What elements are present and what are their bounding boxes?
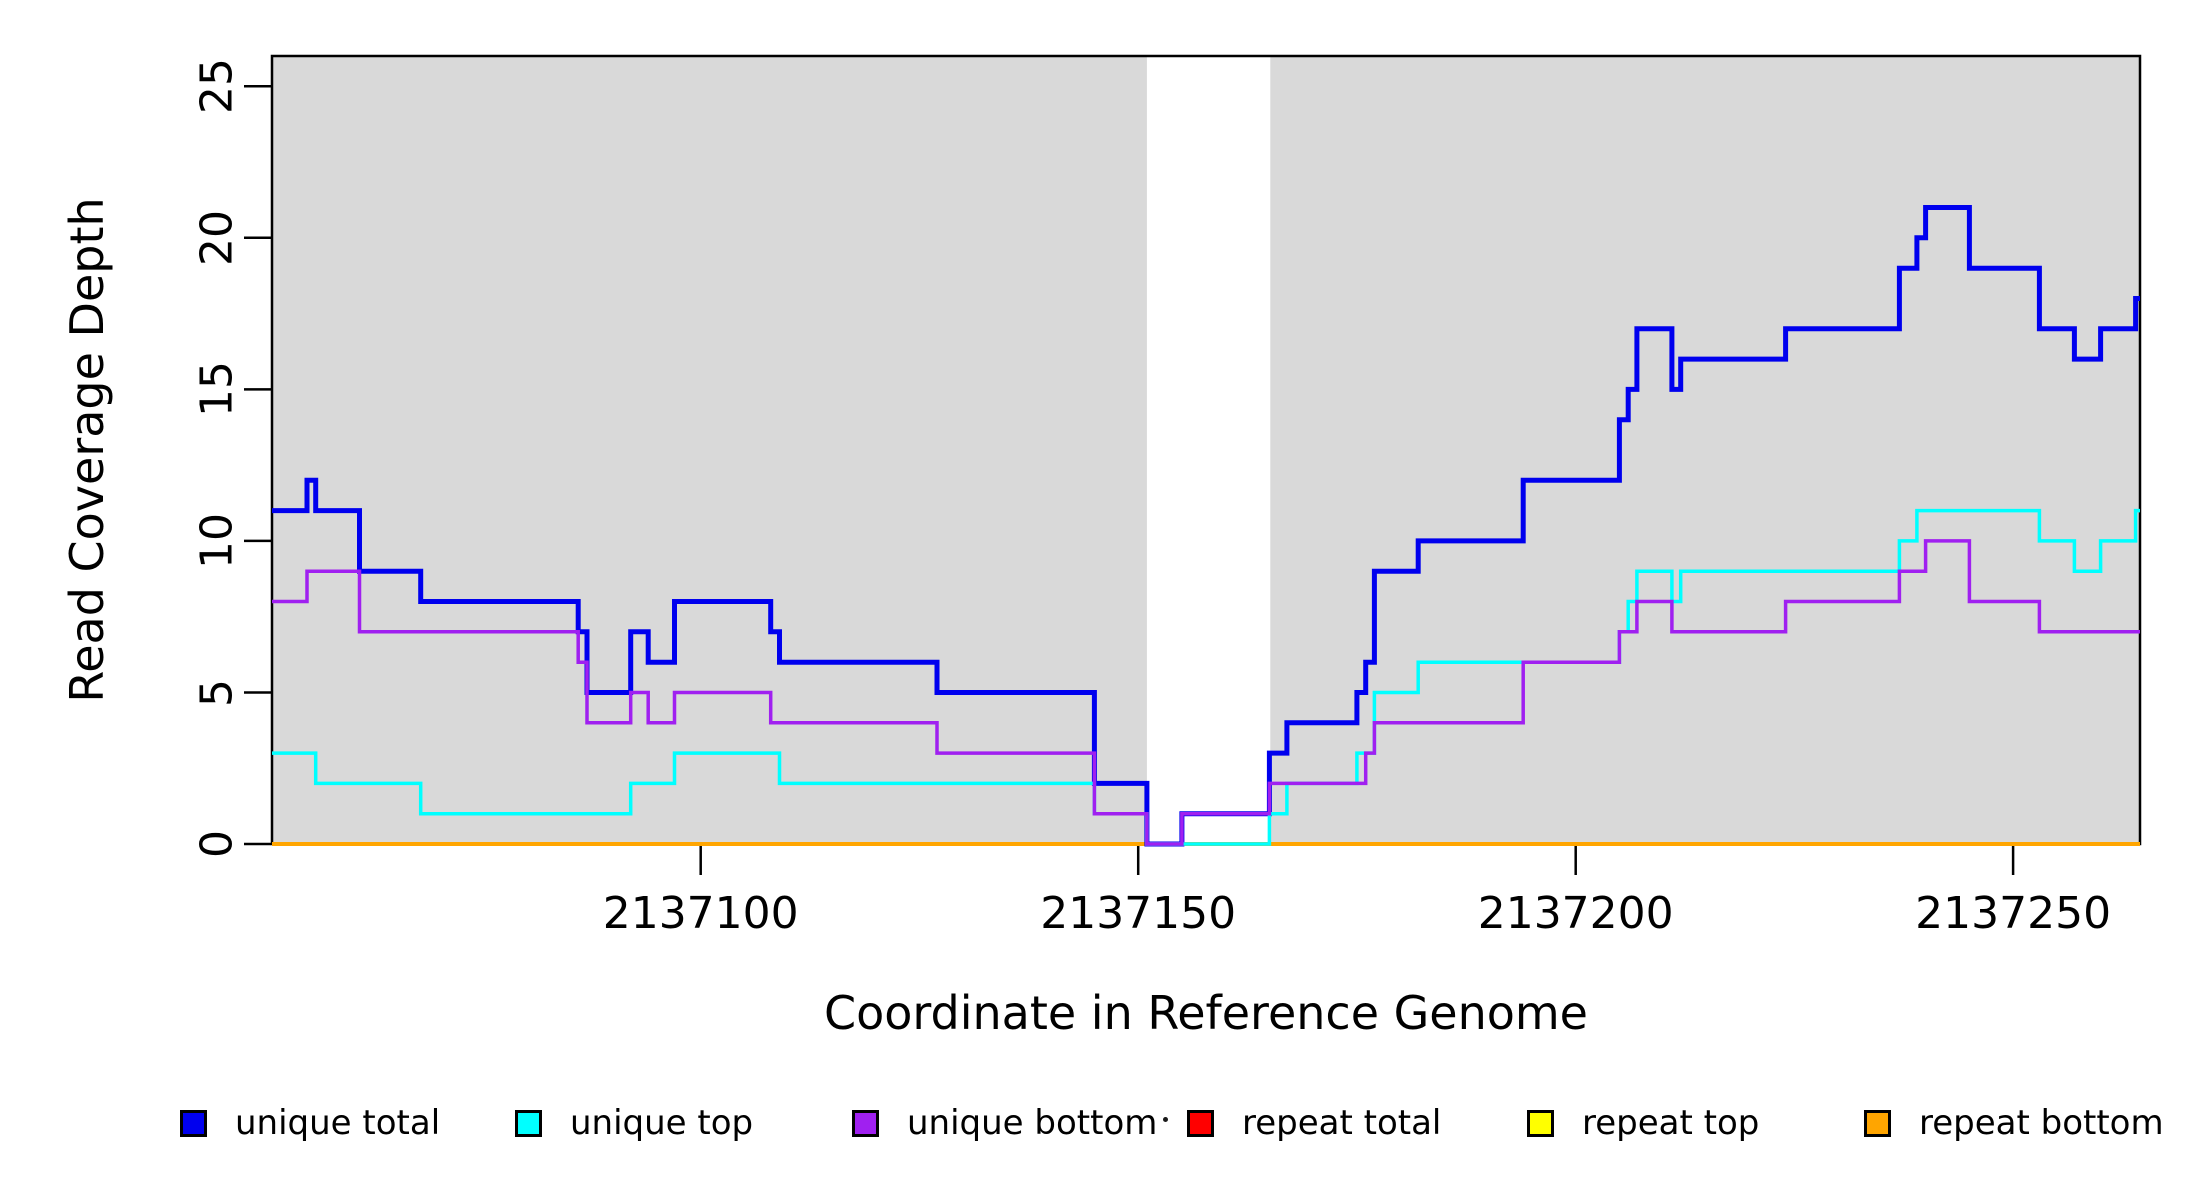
legend-label: repeat top [1582, 1103, 1760, 1143]
legend-swatch-icon [515, 1109, 542, 1137]
legend-swatch-icon [1187, 1109, 1214, 1137]
x-tick-label: 2137200 [1477, 888, 1674, 939]
y-tick-label: 20 [191, 209, 243, 266]
x-tick-label: 2137250 [1915, 888, 2112, 939]
y-axis-title: Read Coverage Depth [60, 197, 114, 703]
series-line-unique-total [272, 205, 2140, 847]
x-tick-label: 2137100 [602, 888, 799, 939]
y-tick-label: 25 [191, 58, 243, 115]
legend-label: unique total [235, 1103, 441, 1143]
shaded-region [272, 56, 1147, 844]
y-tick-label: 15 [191, 361, 243, 418]
legend-item-unique-total: unique total [180, 1103, 440, 1143]
legend-swatch-icon [1864, 1109, 1891, 1137]
series-line-unique-bottom [272, 539, 2140, 846]
legend-item-unique-top: unique top [515, 1103, 753, 1143]
legend-item-repeat-top: repeat top [1527, 1103, 1759, 1143]
legend-label: unique bottom [907, 1103, 1158, 1143]
x-axis-title: Coordinate in Reference Genome [824, 986, 1588, 1040]
series-line-unique-top [272, 508, 2140, 846]
y-tick-label: 5 [191, 678, 243, 707]
legend-item-repeat-total: repeat total [1187, 1103, 1441, 1143]
legend-label: unique top [570, 1103, 754, 1143]
legend-item-repeat-bottom: repeat bottom [1864, 1103, 2164, 1143]
x-tick-label: 2137150 [1040, 888, 1237, 939]
legend-stray-dot [1163, 1117, 1168, 1122]
y-tick-label: 10 [191, 512, 243, 569]
legend-swatch-icon [180, 1109, 207, 1137]
legend-swatch-icon [852, 1109, 879, 1137]
y-tick-label: 0 [191, 830, 243, 858]
shaded-region [1270, 56, 2140, 844]
legend-swatch-icon [1527, 1109, 1554, 1137]
legend-label: repeat bottom [1919, 1103, 2164, 1143]
legend-label: repeat total [1242, 1103, 1442, 1143]
legend-item-unique-bottom: unique bottom [852, 1103, 1157, 1143]
